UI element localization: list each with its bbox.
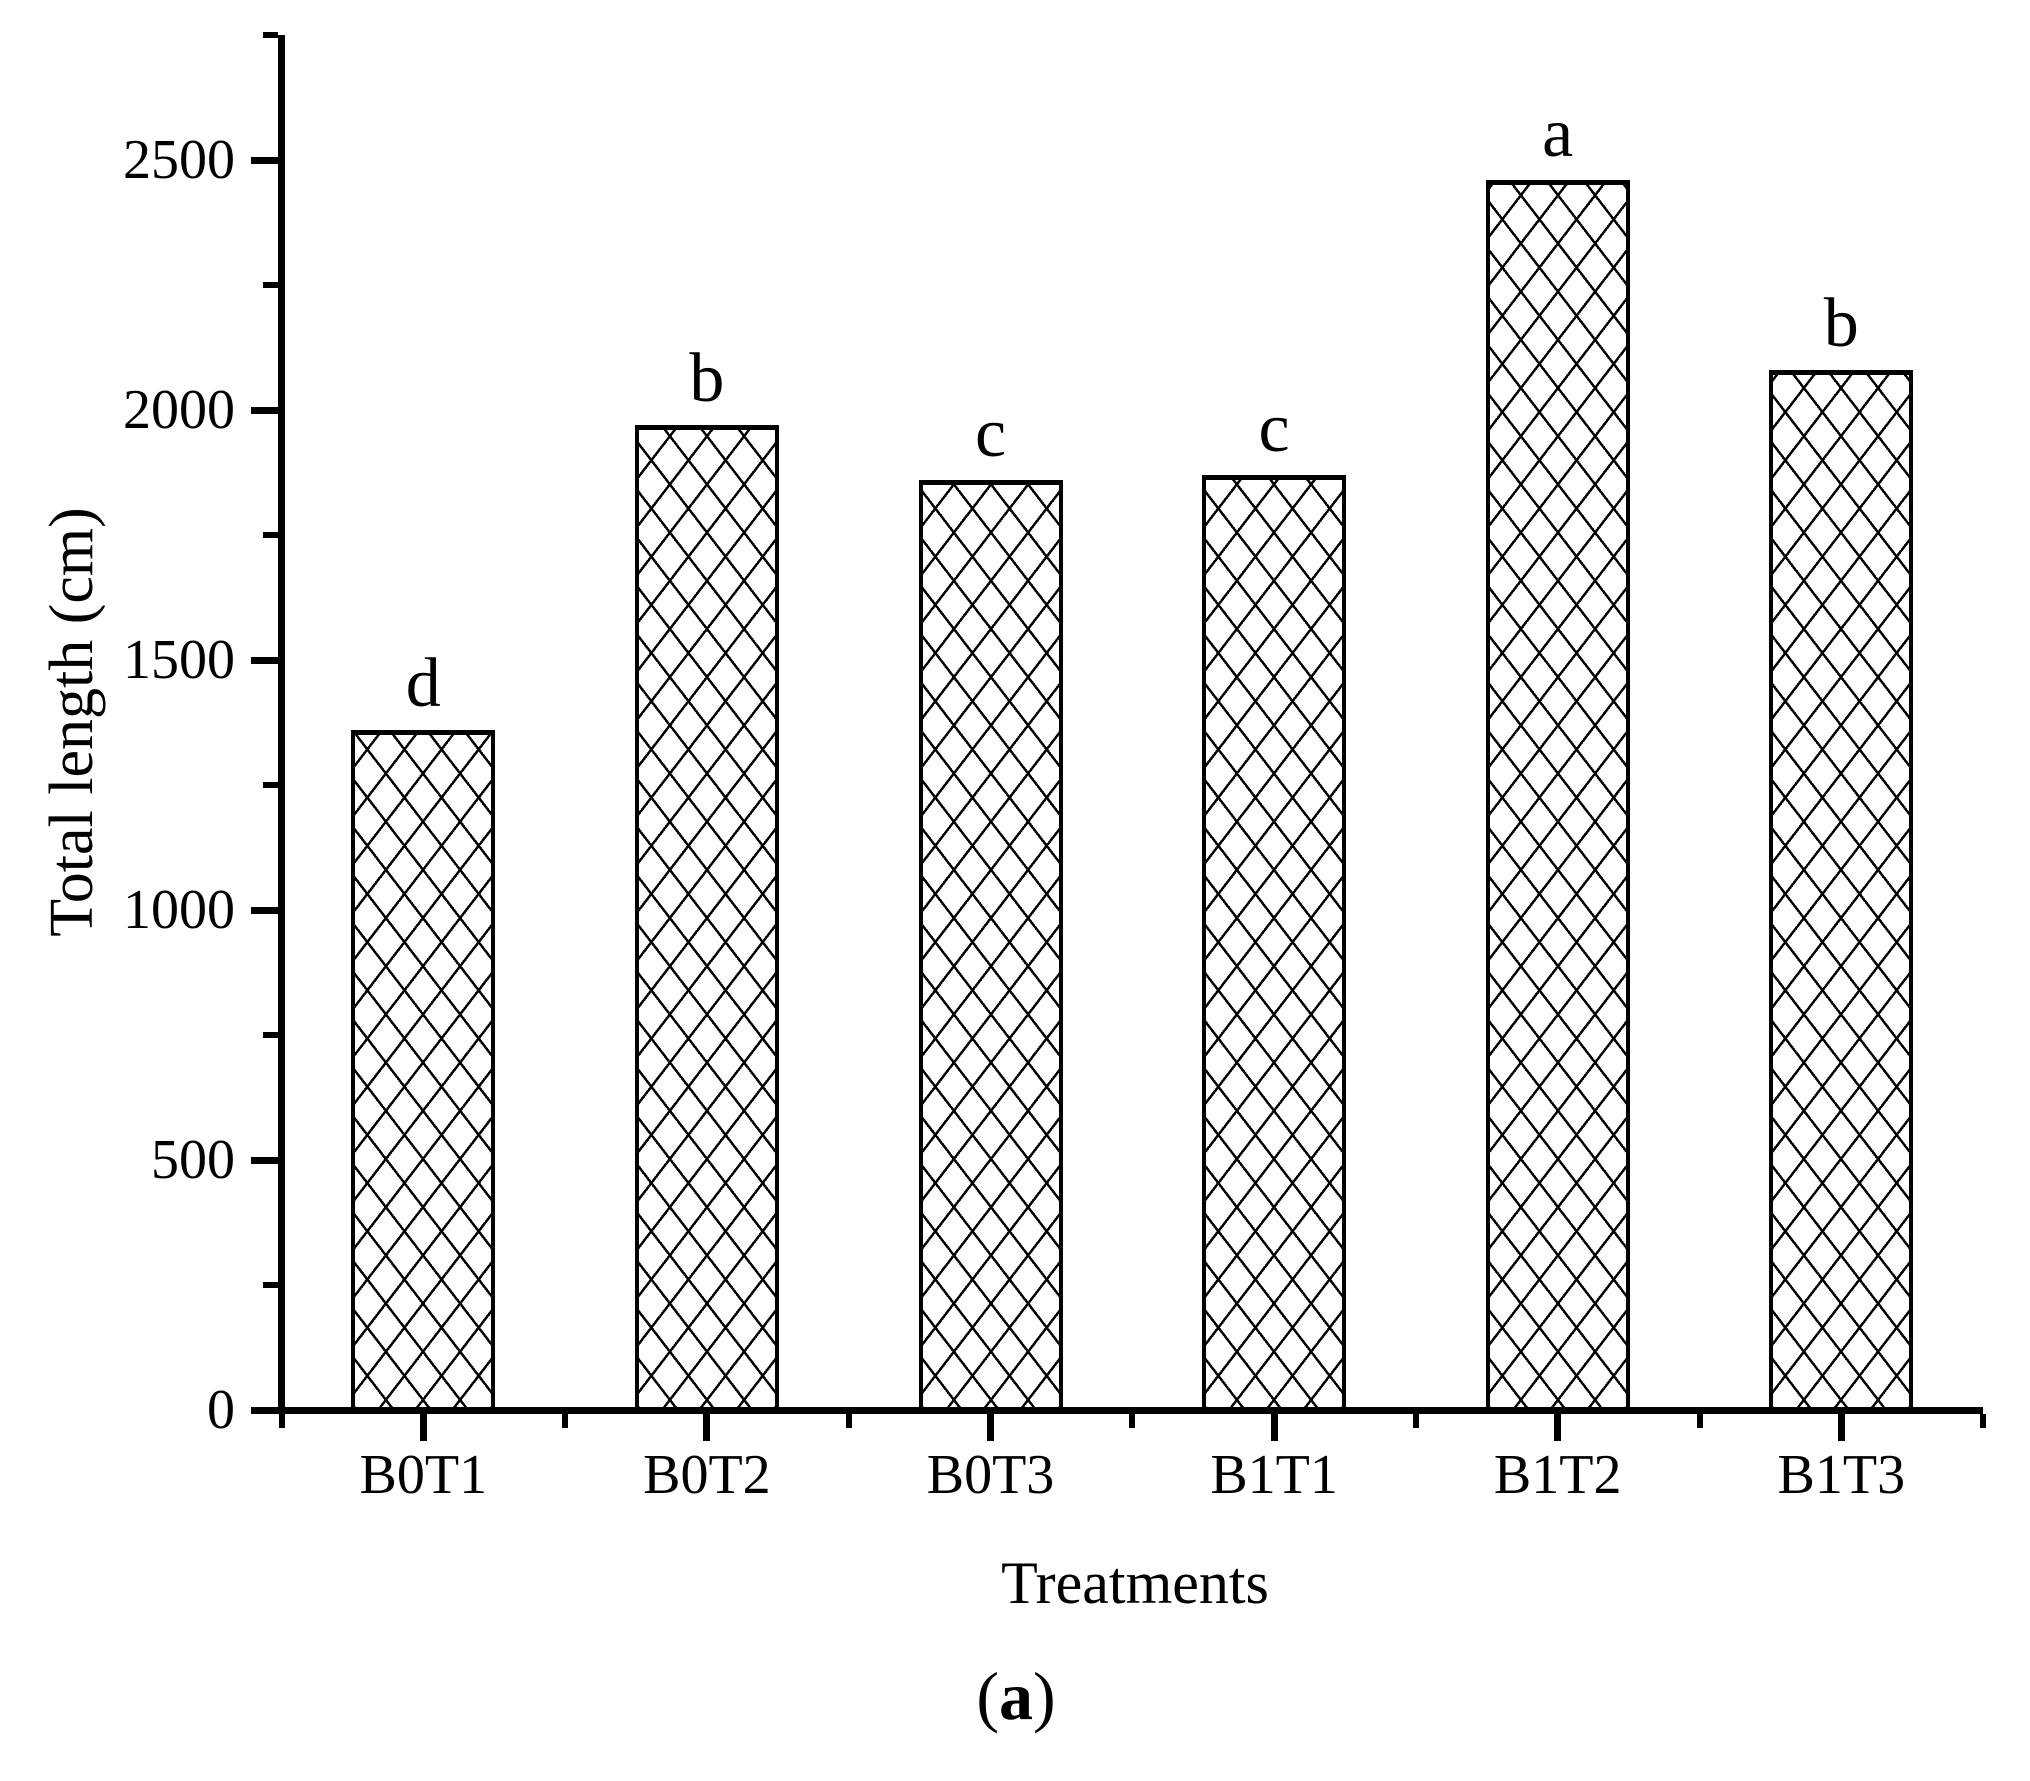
- bar-B0T2: [634, 425, 779, 1410]
- caption-letter: a: [999, 1658, 1033, 1734]
- y-major-tick: [251, 656, 278, 664]
- x-minor-tick: [1412, 1414, 1419, 1428]
- y-tick-label: 500: [151, 1129, 235, 1191]
- x-major-tick: [1837, 1414, 1845, 1441]
- significance-letter: a: [1542, 95, 1574, 172]
- x-minor-tick: [562, 1414, 569, 1428]
- caption-open-paren: (: [976, 1658, 999, 1734]
- caption-close-paren: ): [1033, 1658, 1056, 1734]
- bar-B0T1: [351, 730, 496, 1410]
- y-axis-line: [278, 35, 285, 1414]
- y-minor-tick: [263, 782, 278, 788]
- significance-letter: b: [1823, 285, 1859, 362]
- bar-B1T3: [1769, 370, 1914, 1410]
- x-minor-tick: [1696, 1414, 1703, 1428]
- y-tick-label: 1500: [123, 629, 235, 691]
- x-minor-tick: [278, 1414, 285, 1428]
- x-major-tick: [987, 1414, 994, 1441]
- figure-caption: (a): [976, 1661, 1055, 1731]
- bar-B0T3: [918, 480, 1063, 1410]
- x-minor-tick: [1980, 1414, 1987, 1428]
- y-tick-label: 2500: [123, 129, 235, 191]
- significance-letter: b: [689, 340, 725, 417]
- y-minor-tick: [263, 1282, 278, 1288]
- x-axis-line: [278, 1407, 1983, 1414]
- x-category-label: B1T3: [1777, 1444, 1906, 1506]
- y-major-tick: [251, 156, 278, 164]
- bar-B1T1: [1202, 475, 1347, 1410]
- x-category-label: B0T1: [359, 1444, 488, 1506]
- x-axis-title: Treatments: [1001, 1550, 1269, 1616]
- y-major-tick: [251, 406, 278, 414]
- x-category-label: B0T2: [643, 1444, 771, 1506]
- y-major-tick: [251, 906, 278, 914]
- y-tick-label: 2000: [123, 379, 235, 441]
- x-major-tick: [703, 1414, 711, 1441]
- significance-letter: d: [405, 645, 441, 722]
- x-category-label: B1T2: [1493, 1444, 1622, 1506]
- y-minor-tick: [263, 532, 278, 538]
- bar-B1T2: [1485, 180, 1630, 1410]
- x-minor-tick: [1129, 1414, 1136, 1428]
- y-tick-label: 1000: [123, 879, 235, 941]
- y-axis-title: Total length (cm): [38, 507, 106, 937]
- x-minor-tick: [845, 1414, 852, 1428]
- x-major-tick: [419, 1414, 427, 1441]
- x-major-tick: [1554, 1414, 1562, 1441]
- y-minor-tick: [263, 282, 278, 288]
- significance-letter: c: [974, 395, 1007, 472]
- y-major-tick: [251, 1406, 278, 1414]
- y-minor-tick: [263, 1032, 278, 1038]
- x-category-label: B1T1: [1210, 1444, 1338, 1506]
- y-tick-label: 0: [207, 1379, 235, 1441]
- significance-letter: c: [1258, 390, 1290, 467]
- y-major-tick: [251, 1156, 278, 1164]
- x-category-label: B0T3: [926, 1444, 1055, 1506]
- x-major-tick: [1270, 1414, 1278, 1441]
- y-minor-tick: [263, 32, 278, 38]
